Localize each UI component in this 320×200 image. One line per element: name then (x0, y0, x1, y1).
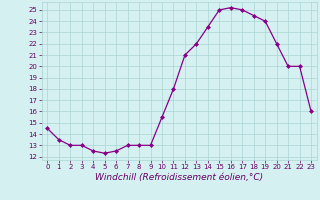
X-axis label: Windchill (Refroidissement éolien,°C): Windchill (Refroidissement éolien,°C) (95, 173, 263, 182)
